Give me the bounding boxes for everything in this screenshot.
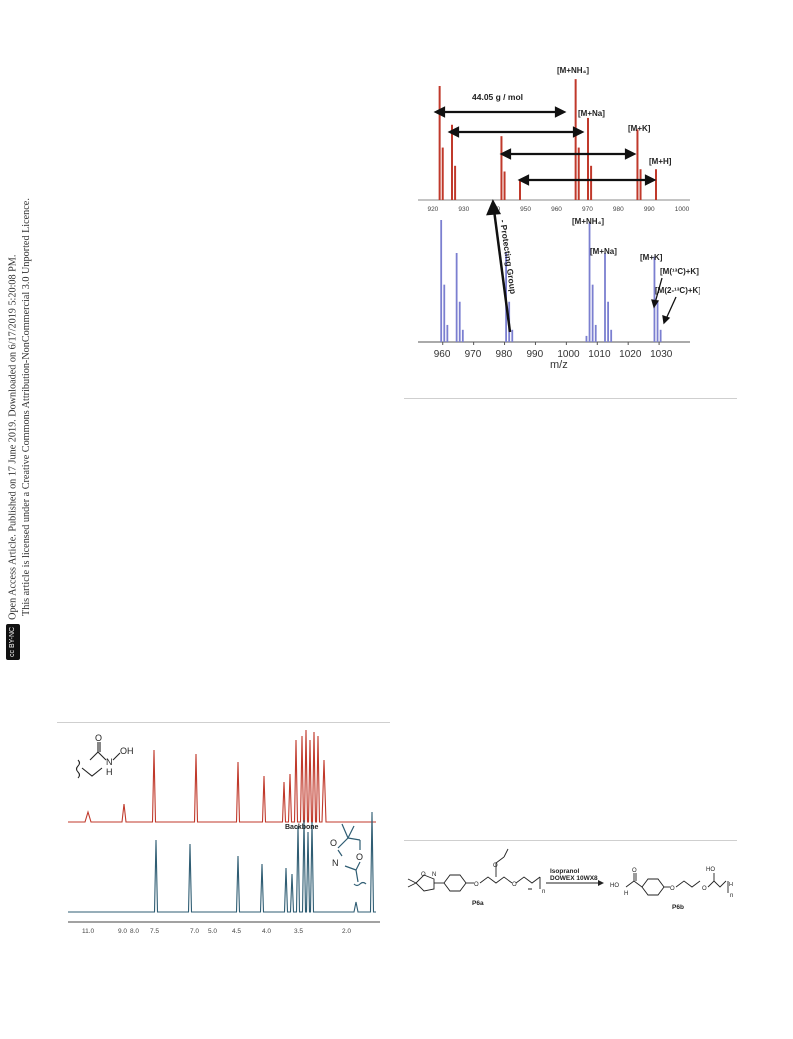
scheme-label-p6b: P6b: [672, 904, 684, 911]
ms-top-label-nh4: [M+NH₄]: [557, 66, 589, 75]
license-line-2: This article is licensed under a Creativ…: [21, 198, 33, 616]
nmr-top-molecule: [75, 742, 121, 779]
scheme-reagent-2: DOWEX 10WX8: [550, 875, 598, 882]
scheme-product-n-sub: H: [729, 882, 733, 888]
ms-bottom-label-13c: [M(¹³C)+K]: [660, 267, 699, 276]
license-sidebar: cc BY-NC Open Access Article. Published o…: [6, 40, 46, 660]
ms-bottom-tick-label: 980: [496, 349, 513, 360]
scheme-product-ho: HO: [706, 867, 715, 873]
scheme-reactant-o1: O: [421, 872, 426, 878]
nmr-top-spectrum-trace: [68, 730, 376, 823]
ms-top-tick-label: 1000: [675, 206, 690, 213]
ms-bottom-label-k: [M+K]: [640, 253, 663, 262]
ms-bottom-tick-label: 1010: [588, 349, 611, 360]
ms-bottom-tick-label: 960: [434, 349, 451, 360]
license-line-1: cc BY-NC Open Access Article. Published o…: [6, 40, 20, 660]
nmr-top-mol-o: O: [95, 733, 102, 743]
scheme-reactant-o2: O: [474, 882, 479, 888]
ms-bottom-xlabel: m/z: [550, 359, 568, 371]
nmr-tick-label: 2.0: [342, 928, 351, 935]
ms-bottom-label-2-13c: [M(2-¹³C)+K]: [655, 286, 700, 295]
ms-bottom-peaks: [440, 220, 662, 342]
ms-top-peaks: [438, 79, 657, 200]
scheme-product-h: H: [624, 891, 628, 897]
nmr-tick-label: 4.5: [232, 928, 241, 935]
nmr-bottom-mol-n: N: [332, 858, 339, 868]
nmr-top-mol-h: H: [106, 767, 113, 777]
scheme-reactant-n: N: [432, 872, 436, 878]
ms-top-tick-label: 970: [582, 206, 593, 213]
nmr-tick-label: 7.0: [190, 928, 199, 935]
scheme-product-structure: [625, 873, 729, 896]
ms-top-label-k: [M+K]: [628, 124, 651, 133]
scheme-product-o3: O: [702, 886, 707, 892]
nmr-bottom-molecule: [337, 823, 367, 887]
scheme-reactant-n-sub: n: [542, 889, 545, 895]
scheme-reactant-o3: O: [512, 882, 517, 888]
scheme-product-o1: O: [632, 868, 637, 874]
scheme-product-n: n: [730, 893, 733, 899]
ms-top-tick-label: 920: [427, 206, 438, 213]
nmr-bottom-mol-o1: O: [330, 838, 337, 848]
ms-bottom-panel: 960 970 980 990 1000 1010 1020 1030 m/z [M+NH₄]…: [418, 199, 700, 371]
nmr-top-mol-oh: OH: [120, 746, 134, 756]
nmr-bottom-spectrum-trace: [68, 811, 376, 913]
ms-bottom-label-nh4: [M+NH₄]: [572, 217, 604, 226]
scheme-reactant-structure: [407, 848, 541, 892]
ms-top-ticks: 9209309409509609709809901000: [427, 206, 689, 213]
ms-top-tick-label: 960: [551, 206, 562, 213]
nmr-top-mol-n: N: [106, 757, 113, 767]
ms-mass-annotation: 44.05 g / mol: [472, 92, 523, 102]
rule-left-lower: [57, 722, 390, 723]
ms-bottom-tick-label: 990: [526, 349, 543, 360]
ms-top-tick-label: 930: [458, 206, 469, 213]
ms-top-label-h: [M+H]: [649, 157, 672, 166]
nmr-tick-label: 4.0: [262, 928, 271, 935]
publication-note: Open Access Article. Published on 17 Jun…: [7, 254, 19, 620]
nmr-tick-label: 8.0: [130, 928, 139, 935]
rule-right-lower: [404, 840, 737, 841]
ms-top-panel: 9209309409509609709809901000 [M+NH₄] [M+…: [418, 66, 690, 213]
nmr-bottom-mol-o2: O: [356, 852, 363, 862]
protecting-group-arrow: [486, 199, 512, 333]
ms-isotope-arrows: [651, 277, 677, 325]
scheme-reagent-1: Isopranol: [550, 868, 579, 875]
ms-bottom-tick-label: 1030: [650, 349, 673, 360]
ms-shift-arrows: [433, 106, 657, 186]
ms-bottom-tick-label: 970: [465, 349, 482, 360]
scheme-arrow-head: [598, 880, 604, 886]
nmr-figure: Backbone O N H OH O O N 11.0 9.0 8.0 7.5 7.0…: [68, 730, 380, 935]
nmr-tick-label: 3.5: [294, 928, 303, 935]
rule-right-mid: [404, 398, 737, 399]
mass-spectrum-figure: 9209309409509609709809901000 [M+NH₄] [M+…: [418, 66, 700, 371]
ms-bottom-tick-label: 1020: [619, 349, 642, 360]
ms-bottom-label-na: [M+Na]: [590, 247, 617, 256]
reaction-scheme: O N O O O n P6a Isopranol DOWEX 10WX8 O …: [407, 848, 733, 911]
license-text-block: cc BY-NC Open Access Article. Published o…: [6, 40, 34, 660]
nmr-axis-ticks: 11.0 9.0 8.0 7.5 7.0 5.0 4.5 4.0 3.5 2.0: [82, 928, 351, 935]
ms-top-tick-label: 980: [613, 206, 624, 213]
ms-bottom-ticks: 960 970 980 990 1000 1010 1020 1030: [434, 342, 673, 360]
ms-top-label-na: [M+Na]: [578, 109, 605, 118]
ms-top-tick-label: 990: [644, 206, 655, 213]
scheme-product-hn: HO: [610, 883, 619, 889]
nmr-backbone-label: Backbone: [285, 824, 319, 831]
nmr-tick-label: 5.0: [208, 928, 217, 935]
ms-bottom-tick-label: 1000: [557, 349, 580, 360]
scheme-label-p6a: P6a: [472, 900, 484, 907]
nmr-tick-label: 9.0: [118, 928, 127, 935]
ms-top-tick-label: 950: [520, 206, 531, 213]
scheme-product-o2: O: [670, 886, 675, 892]
nmr-tick-label: 7.5: [150, 928, 159, 935]
scheme-reactant-o4: O: [493, 863, 498, 869]
cc-license-badge: cc BY-NC: [6, 623, 20, 660]
nmr-tick-label: 11.0: [82, 928, 95, 935]
